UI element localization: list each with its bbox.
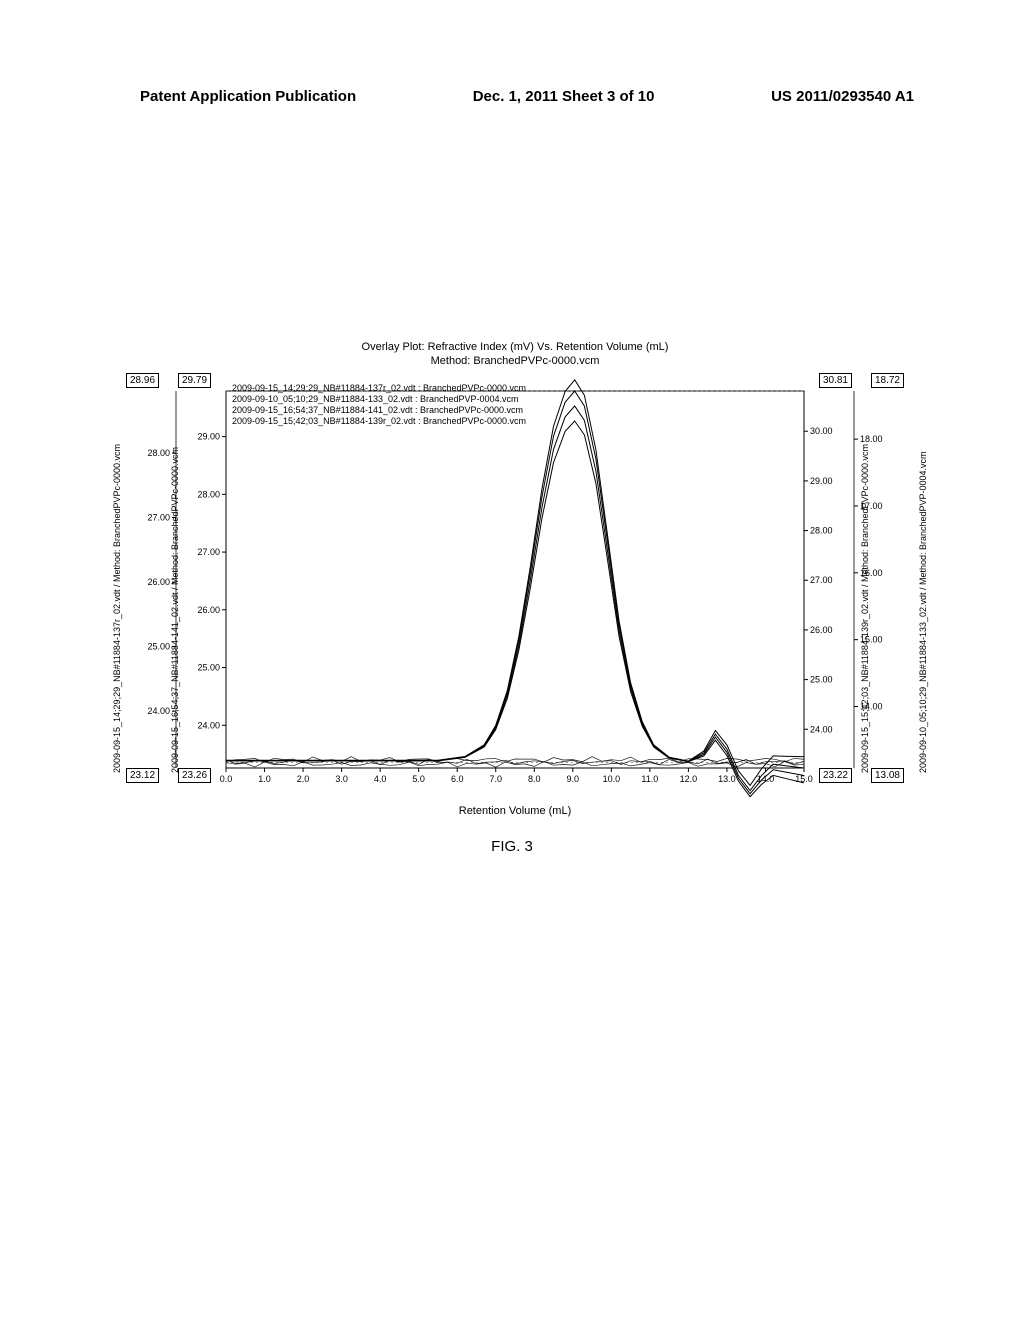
corner-bl-inner: 23.26 xyxy=(178,768,211,783)
patent-page-header: Patent Application Publication Dec. 1, 2… xyxy=(0,88,1024,105)
svg-text:29.00: 29.00 xyxy=(197,431,220,441)
svg-text:26.00: 26.00 xyxy=(147,577,170,587)
legend-line: 2009-09-15_14;29;29_NB#11884-137r_02.vdt… xyxy=(232,383,526,394)
svg-text:6.0: 6.0 xyxy=(451,774,464,784)
svg-text:3.0: 3.0 xyxy=(335,774,348,784)
svg-text:18.00: 18.00 xyxy=(860,434,883,444)
chart-svg: 24.00 25.00 26.00 27.00 28.00 24.00 25.00 26.00… xyxy=(130,373,900,803)
header-right: US 2011/0293540 A1 xyxy=(771,88,914,105)
svg-text:12.0: 12.0 xyxy=(680,774,698,784)
svg-text:0.0: 0.0 xyxy=(220,774,233,784)
svg-text:26.00: 26.00 xyxy=(810,625,833,635)
svg-text:11.0: 11.0 xyxy=(641,774,658,784)
chart-title-line1: Overlay Plot: Refractive Index (mV) Vs. … xyxy=(130,340,900,354)
chart-legend: 2009-09-15_14;29;29_NB#11884-137r_02.vdt… xyxy=(230,381,528,430)
corner-br-outer: 13.08 xyxy=(871,768,904,783)
svg-text:8.0: 8.0 xyxy=(528,774,541,784)
corner-tr-inner: 30.81 xyxy=(819,373,852,388)
ylabel-right-inner: 2009-09-15_15;42;03_NB#11884-139r_02.vdt… xyxy=(860,444,870,773)
svg-text:25.00: 25.00 xyxy=(810,674,833,684)
svg-text:7.0: 7.0 xyxy=(489,774,502,784)
corner-tl-inner: 29.79 xyxy=(178,373,211,388)
svg-text:1.0: 1.0 xyxy=(258,774,271,784)
header-center: Dec. 1, 2011 Sheet 3 of 10 xyxy=(473,88,655,105)
chart-title-line2: Method: BranchedPVPc-0000.vcm xyxy=(130,354,900,368)
ylabel-right-outer: 2009-09-10_05;10;29_NB#11884-133_02.vdt … xyxy=(918,451,928,773)
svg-text:13.0: 13.0 xyxy=(718,774,736,784)
svg-text:29.00: 29.00 xyxy=(810,475,833,485)
legend-line: 2009-09-15_15;42;03_NB#11884-139r_02.vdt… xyxy=(232,416,526,427)
ylabel-left-inner: 2009-09-15_16;54;37_NB#11884-141_02.vdt … xyxy=(170,447,180,773)
svg-text:25.00: 25.00 xyxy=(197,662,220,672)
legend-line: 2009-09-10_05;10;29_NB#11884-133_02.vdt … xyxy=(232,394,526,405)
svg-text:25.00: 25.00 xyxy=(147,641,170,651)
svg-text:4.0: 4.0 xyxy=(374,774,387,784)
svg-text:26.00: 26.00 xyxy=(197,604,220,614)
svg-text:10.0: 10.0 xyxy=(603,774,621,784)
svg-text:27.00: 27.00 xyxy=(147,512,170,522)
svg-text:2.0: 2.0 xyxy=(297,774,310,784)
svg-text:24.00: 24.00 xyxy=(197,720,220,730)
svg-text:24.00: 24.00 xyxy=(147,706,170,716)
legend-line: 2009-09-15_16;54;37_NB#11884-141_02.vdt … xyxy=(232,405,526,416)
svg-text:9.0: 9.0 xyxy=(567,774,580,784)
corner-br-inner: 23.22 xyxy=(819,768,852,783)
svg-text:28.00: 28.00 xyxy=(147,448,170,458)
chart-plot-area: 28.96 29.79 30.81 18.72 23.12 23.26 23.2… xyxy=(130,373,900,803)
ylabel-left-outer: 2009-09-15_14;29;29_NB#11884-137r_02.vdt… xyxy=(112,444,122,773)
corner-tr-outer: 18.72 xyxy=(871,373,904,388)
chart-container: Overlay Plot: Refractive Index (mV) Vs. … xyxy=(130,340,900,817)
svg-text:27.00: 27.00 xyxy=(810,575,833,585)
corner-tl-outer: 28.96 xyxy=(126,373,159,388)
svg-text:28.00: 28.00 xyxy=(810,525,833,535)
svg-text:27.00: 27.00 xyxy=(197,547,220,557)
x-axis-label: Retention Volume (mL) xyxy=(130,805,900,817)
corner-bl-outer: 23.12 xyxy=(126,768,159,783)
chart-title: Overlay Plot: Refractive Index (mV) Vs. … xyxy=(130,340,900,369)
header-left: Patent Application Publication xyxy=(140,88,356,105)
svg-text:30.00: 30.00 xyxy=(810,426,833,436)
svg-text:28.00: 28.00 xyxy=(197,489,220,499)
svg-text:5.0: 5.0 xyxy=(412,774,425,784)
svg-text:24.00: 24.00 xyxy=(810,724,833,734)
figure-caption: FIG. 3 xyxy=(0,838,1024,855)
